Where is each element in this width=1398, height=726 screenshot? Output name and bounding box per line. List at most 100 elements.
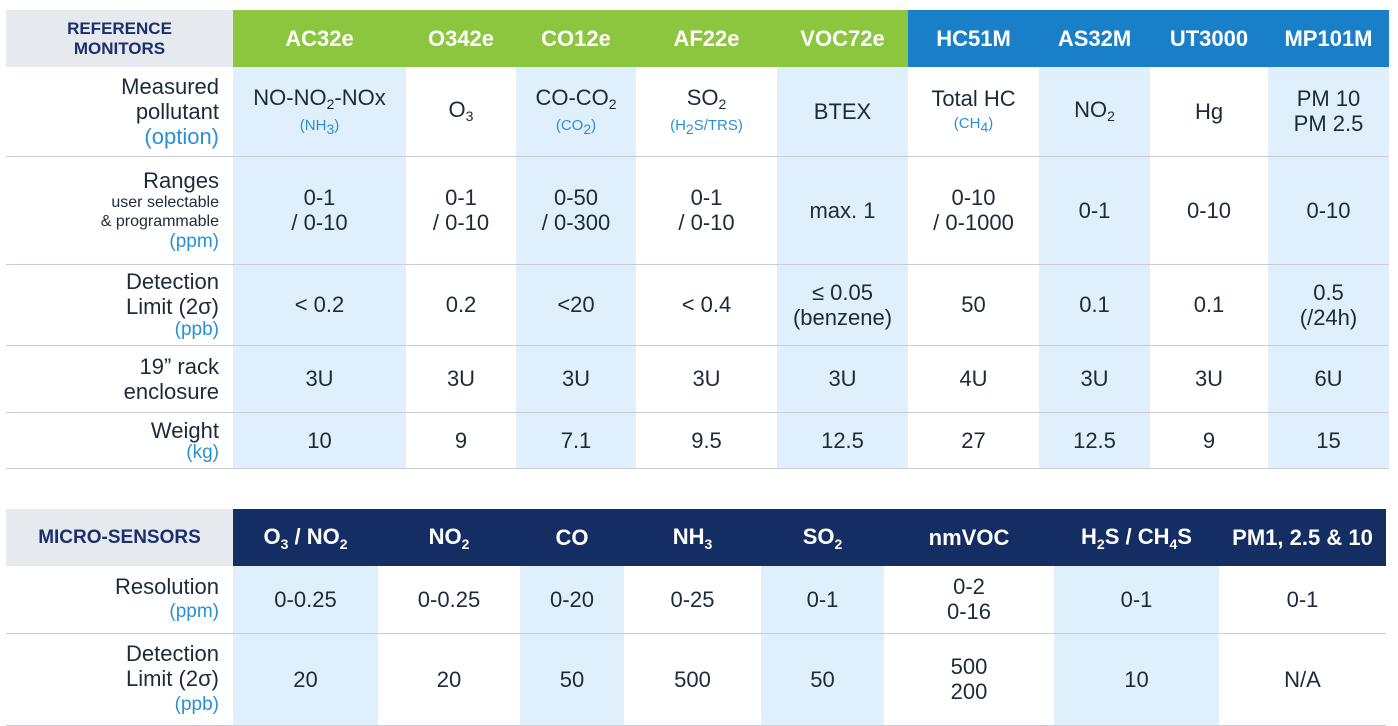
cell-micro-detection-no2: 20 [378, 633, 520, 726]
row-label-resolution: Resolution (ppm) [6, 566, 233, 634]
col-header-nmvoc: nmVOC [884, 509, 1054, 566]
col-header-voc72e: VOC72e [777, 10, 908, 67]
cell-text: (benzene) [792, 304, 893, 330]
option-text: (CO [555, 116, 584, 134]
reference-corner-line1: REFERENCE [67, 18, 172, 38]
cell-rack-o342e: 3U [406, 345, 516, 413]
label-unit: (ppb) [174, 319, 219, 340]
label-line: Ranges [143, 168, 219, 193]
row-label-micro-detection: Detection Limit (2σ) (ppb) [6, 633, 233, 726]
cell-detection-mp101m: 0.5 (/24h) [1268, 264, 1389, 346]
option-text: ) [334, 116, 340, 134]
header-text: S [1177, 523, 1192, 549]
cell-text: 0-1 [690, 185, 723, 210]
cell-rack-as32m: 3U [1039, 345, 1150, 413]
col-header-so2: SO2 [761, 509, 884, 566]
cell-micro-detection-nh3: 500 [624, 633, 761, 726]
cell-ranges-o342e: 0-1/ 0-10 [406, 156, 516, 265]
label-line: enclosure [123, 378, 219, 404]
cell-rack-ut3000: 3U [1150, 345, 1268, 413]
subscript: 2 [461, 535, 470, 552]
cell-detection-ut3000: 0.1 [1150, 264, 1268, 346]
row-label-rack: 19” rack enclosure [6, 345, 233, 413]
cell-resolution-o3-no2: 0-0.25 [233, 566, 378, 634]
cell-rack-hc51m: 4U [908, 345, 1039, 413]
col-header-mp101m: MP101M [1268, 10, 1389, 67]
cell-text: CO-CO [535, 84, 609, 110]
cell-ranges-af22e: 0-1/ 0-10 [636, 156, 777, 265]
cell-resolution-h2s: 0-1 [1054, 566, 1219, 634]
cell-rack-af22e: 3U [636, 345, 777, 413]
cell-text: -NOx [334, 84, 386, 110]
label-line: 19” rack [139, 353, 219, 379]
cell-pollutant-hc51m: Total HC (CH4) [908, 67, 1039, 157]
micro-sensors-table: MICRO-SENSORS O3 / NO2 NO2 CO NH3 SO2 nm… [6, 509, 1386, 726]
cell-text: / 0-1000 [933, 210, 1014, 235]
subscript: 4 [1169, 535, 1178, 552]
cell-text: / 0-10 [678, 210, 735, 235]
cell-resolution-co: 0-20 [520, 566, 624, 634]
micro-corner-cell: MICRO-SENSORS [6, 509, 233, 566]
label-line: Limit (2σ) [125, 665, 219, 691]
cell-pollutant-co12e: CO-CO2 (CO2) [516, 67, 636, 157]
cell-micro-detection-so2: 50 [761, 633, 884, 726]
cell-weight-mp101m: 15 [1268, 412, 1389, 469]
cell-text: 200 [950, 679, 988, 704]
subscript: 3 [704, 535, 713, 552]
cell-text: / 0-10 [432, 210, 490, 235]
cell-text: 0-50 [553, 185, 599, 210]
cell-pollutant-ac32e: NO-NO2-NOx (NH3) [233, 67, 406, 157]
header-text: O [263, 523, 281, 549]
cell-weight-ac32e: 10 [233, 412, 406, 469]
subscript: 2 [685, 120, 694, 137]
cell-pollutant-af22e: SO2 (H2S/TRS) [636, 67, 777, 157]
cell-text: 0-1 [303, 185, 336, 210]
col-header-no2: NO2 [378, 509, 520, 566]
subscript: 3 [280, 535, 289, 552]
cell-text: SO [686, 84, 719, 110]
cell-detection-voc72e: ≤ 0.05 (benzene) [777, 264, 908, 346]
col-header-co12e: CO12e [516, 10, 636, 67]
row-micro-detection-limit: Detection Limit (2σ) (ppb) 20 20 50 500 … [6, 633, 1386, 726]
cell-text: PM 2.5 [1293, 111, 1364, 137]
cell-weight-o342e: 9 [406, 412, 516, 469]
label-line: Weight [150, 418, 219, 443]
reference-corner-line2: MONITORS [73, 38, 166, 58]
col-header-h2s-ch4s: H2S / CH4S [1054, 509, 1219, 566]
cell-text: / 0-10 [291, 210, 348, 235]
cell-ranges-hc51m: 0-10/ 0-1000 [908, 156, 1039, 265]
col-header-nh3: NH3 [624, 509, 761, 566]
cell-pollutant-o342e: O3 [406, 67, 516, 157]
cell-rack-mp101m: 6U [1268, 345, 1389, 413]
cell-detection-ac32e: < 0.2 [233, 264, 406, 346]
subscript: 2 [339, 535, 348, 552]
cell-detection-as32m: 0.1 [1039, 264, 1150, 346]
cell-text: ≤ 0.05 [811, 279, 873, 305]
cell-text: O [448, 97, 466, 123]
row-detection-limit: Detection Limit (2σ) (ppb) < 0.2 0.2 <20… [6, 264, 1389, 346]
header-text: H [1081, 523, 1097, 549]
header-text: SO [802, 523, 835, 549]
cell-pollutant-voc72e: BTEX [777, 67, 908, 157]
col-header-pm: PM1, 2.5 & 10 [1219, 509, 1386, 566]
label-unit: (ppm) [169, 231, 219, 252]
header-text: NH [672, 523, 705, 549]
cell-resolution-so2: 0-1 [761, 566, 884, 634]
subscript: 2 [1096, 535, 1105, 552]
cell-weight-voc72e: 12.5 [777, 412, 908, 469]
cell-detection-co12e: <20 [516, 264, 636, 346]
label-unit: (ppm) [169, 601, 219, 623]
cell-ranges-voc72e: max. 1 [777, 156, 908, 265]
cell-resolution-nh3: 0-25 [624, 566, 761, 634]
row-measured-pollutant: Measured pollutant (option) NO-NO2-NOx (… [6, 67, 1389, 157]
subscript: 4 [980, 119, 989, 136]
subscript: 3 [326, 120, 335, 137]
subscript: 2 [718, 95, 727, 112]
label-line: Detection [126, 640, 219, 666]
cell-text: 0-16 [946, 599, 992, 625]
col-header-as32m: AS32M [1039, 10, 1150, 67]
cell-text: 0-10 [951, 185, 996, 210]
option-text: (H [670, 116, 686, 134]
cell-text: PM 10 [1296, 86, 1361, 112]
cell-micro-detection-h2s: 10 [1054, 633, 1219, 726]
